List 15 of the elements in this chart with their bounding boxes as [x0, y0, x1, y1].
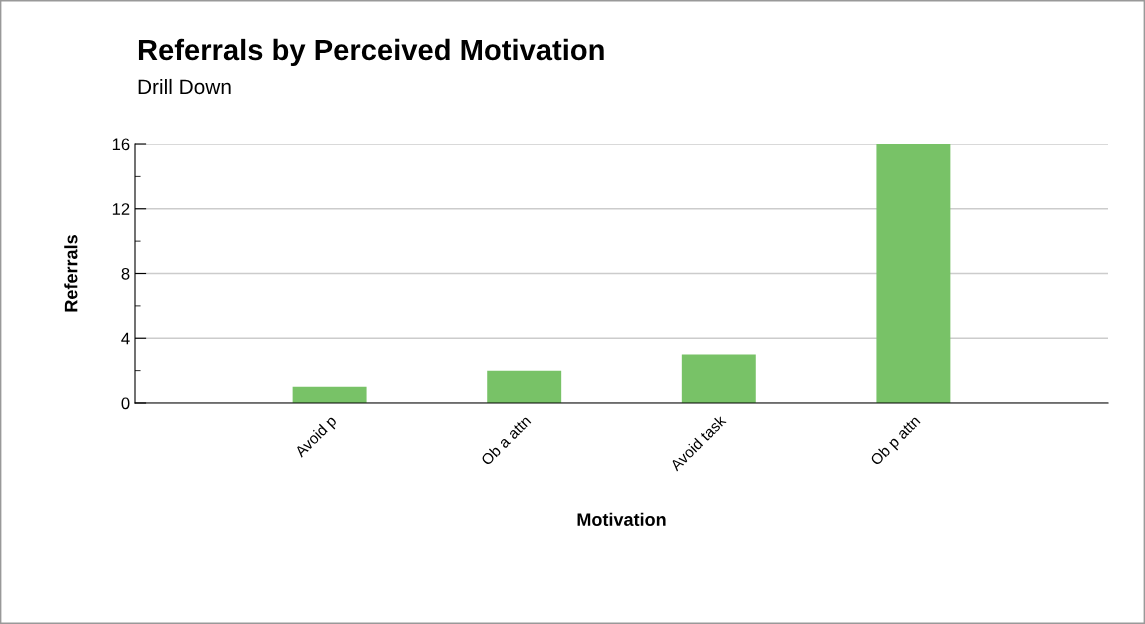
y-tick-label: 12 [112, 203, 130, 215]
y-tick-label: 8 [121, 267, 130, 280]
y-tick-label: 0 [121, 397, 130, 410]
y-tick-label: 4 [121, 332, 130, 345]
x-tick-label: Ob a attn [480, 414, 532, 466]
bar [876, 144, 951, 403]
bar [292, 386, 367, 403]
x-axis-title: Motivation [577, 512, 666, 526]
bar [487, 370, 562, 403]
x-tick-label: Ob p attn [869, 414, 923, 469]
chart-subtitle: Drill Down [138, 78, 231, 95]
chart-title: Referrals by Perceived Motivation [138, 38, 604, 67]
y-axis-title: Referrals [64, 235, 78, 312]
y-tick-label: 16 [112, 138, 130, 151]
bar [681, 354, 756, 403]
